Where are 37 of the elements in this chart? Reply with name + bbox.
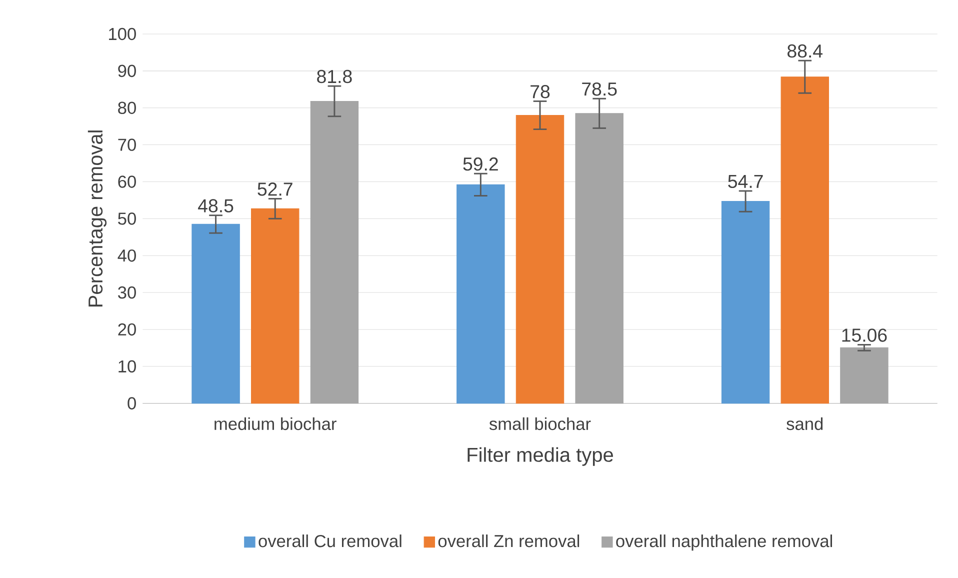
data-label: 78.5 bbox=[582, 82, 617, 96]
legend-label: overall Cu removal bbox=[258, 534, 402, 548]
y-axis-title: Percentage removal bbox=[88, 130, 107, 307]
y-tick-label: 70 bbox=[118, 138, 136, 151]
data-label: 88.4 bbox=[788, 44, 822, 58]
data-label: 54.7 bbox=[728, 175, 763, 188]
x-axis-title: Filter media type bbox=[468, 447, 613, 466]
y-tick-label: 30 bbox=[118, 286, 136, 299]
x-tick-label: sand bbox=[786, 417, 823, 430]
data-label: 48.5 bbox=[198, 199, 234, 212]
data-label: 59.2 bbox=[463, 157, 498, 171]
bar bbox=[780, 76, 829, 404]
data-label: 15.06 bbox=[842, 328, 887, 342]
x-tick-label: medium biochar bbox=[214, 417, 336, 430]
x-tick-label: small biochar bbox=[489, 417, 591, 430]
y-tick-label: 90 bbox=[118, 64, 136, 78]
data-label: 81.8 bbox=[317, 70, 352, 84]
bar bbox=[310, 100, 359, 404]
data-label: 52.7 bbox=[258, 182, 292, 196]
y-tick-label: 40 bbox=[118, 249, 136, 262]
bar bbox=[516, 114, 564, 404]
y-tick-label: 60 bbox=[118, 176, 136, 188]
bar bbox=[721, 201, 770, 404]
bar bbox=[456, 184, 505, 404]
legend-label: overall Zn removal bbox=[438, 534, 580, 548]
y-tick-label: 10 bbox=[118, 360, 136, 373]
y-tick-label: 50 bbox=[118, 212, 136, 225]
legend-label: overall naphthalene removal bbox=[616, 534, 832, 551]
y-tick-label: 0 bbox=[128, 397, 136, 410]
bar bbox=[251, 208, 300, 404]
y-tick-label: 100 bbox=[109, 28, 136, 40]
y-tick-label: 80 bbox=[118, 102, 136, 114]
y-tick-label: 20 bbox=[118, 323, 136, 336]
bar bbox=[192, 224, 240, 404]
data-label: 78 bbox=[530, 85, 550, 98]
bar bbox=[575, 113, 624, 404]
bar bbox=[840, 347, 888, 404]
